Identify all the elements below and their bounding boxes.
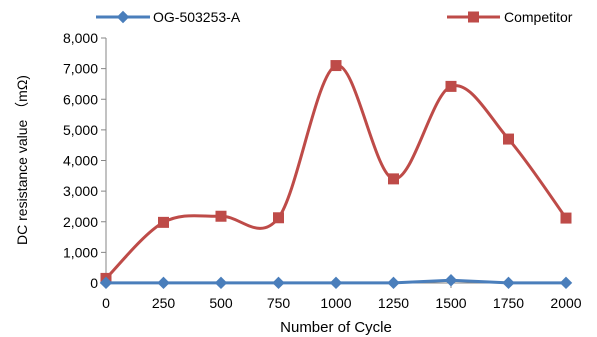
data-point-og-503253-a	[502, 276, 515, 290]
data-point-og-503253-a	[272, 276, 285, 290]
y-tick-label: 1,000	[63, 244, 98, 260]
data-point-competitor	[503, 133, 514, 145]
x-tick-label: 0	[102, 295, 110, 311]
y-axis-label: DC resistance value （mΩ)	[14, 75, 30, 245]
plot-series	[99, 60, 573, 290]
y-tick-label: 7,000	[63, 61, 98, 77]
x-tick-label: 1750	[493, 295, 524, 311]
data-point-competitor	[330, 60, 342, 72]
y-tick-label: 3,000	[63, 183, 98, 199]
data-point-competitor	[158, 216, 169, 228]
data-point-og-503253-a	[157, 276, 170, 290]
x-tick-label: 500	[209, 295, 233, 311]
legend-marker	[468, 11, 479, 23]
data-point-og-503253-a	[329, 276, 343, 290]
legend-marker	[116, 10, 130, 24]
x-tick-label: 750	[267, 295, 291, 311]
y-tick-label: 6,000	[63, 91, 98, 107]
x-tick-label: 1500	[435, 295, 466, 311]
series-og-503253-a	[99, 274, 573, 290]
legend-label: OG-503253-A	[153, 9, 241, 25]
y-tick-label: 4,000	[63, 153, 98, 169]
data-point-og-503253-a	[559, 276, 573, 290]
x-tick-label: 1250	[378, 295, 409, 311]
y-tick-label: 2,000	[63, 214, 98, 230]
data-point-og-503253-a	[387, 276, 400, 290]
x-tick-label: 250	[152, 295, 176, 311]
x-tick-label: 1000	[320, 295, 351, 311]
y-tick-label: 5,000	[63, 122, 98, 138]
data-point-og-503253-a	[99, 276, 113, 290]
legend-item-competitor: Competitor	[447, 9, 573, 25]
data-point-competitor	[273, 212, 284, 224]
data-point-competitor	[388, 173, 399, 185]
x-tick-label: 2000	[550, 295, 581, 311]
data-point-competitor	[560, 212, 572, 224]
data-point-og-503253-a	[444, 274, 458, 287]
y-tick-label: 0	[90, 275, 98, 291]
data-point-competitor	[445, 80, 457, 92]
legend-label: Competitor	[504, 9, 573, 25]
x-axis-label: Number of Cycle	[280, 319, 392, 336]
y-axis: 0 1,000 2,000 3,000 4,000 5,000 6,000 7,000 8,00…	[63, 30, 107, 291]
data-point-og-503253-a	[214, 276, 228, 290]
y-tick-label: 8,000	[63, 30, 98, 46]
data-point-competitor	[215, 210, 227, 222]
series-line-competitor	[104, 64, 568, 280]
series-competitor	[100, 60, 572, 284]
legend-item-og-503253-a: OG-503253-A	[96, 9, 241, 25]
legend: OG-503253-A Competitor	[96, 9, 573, 25]
